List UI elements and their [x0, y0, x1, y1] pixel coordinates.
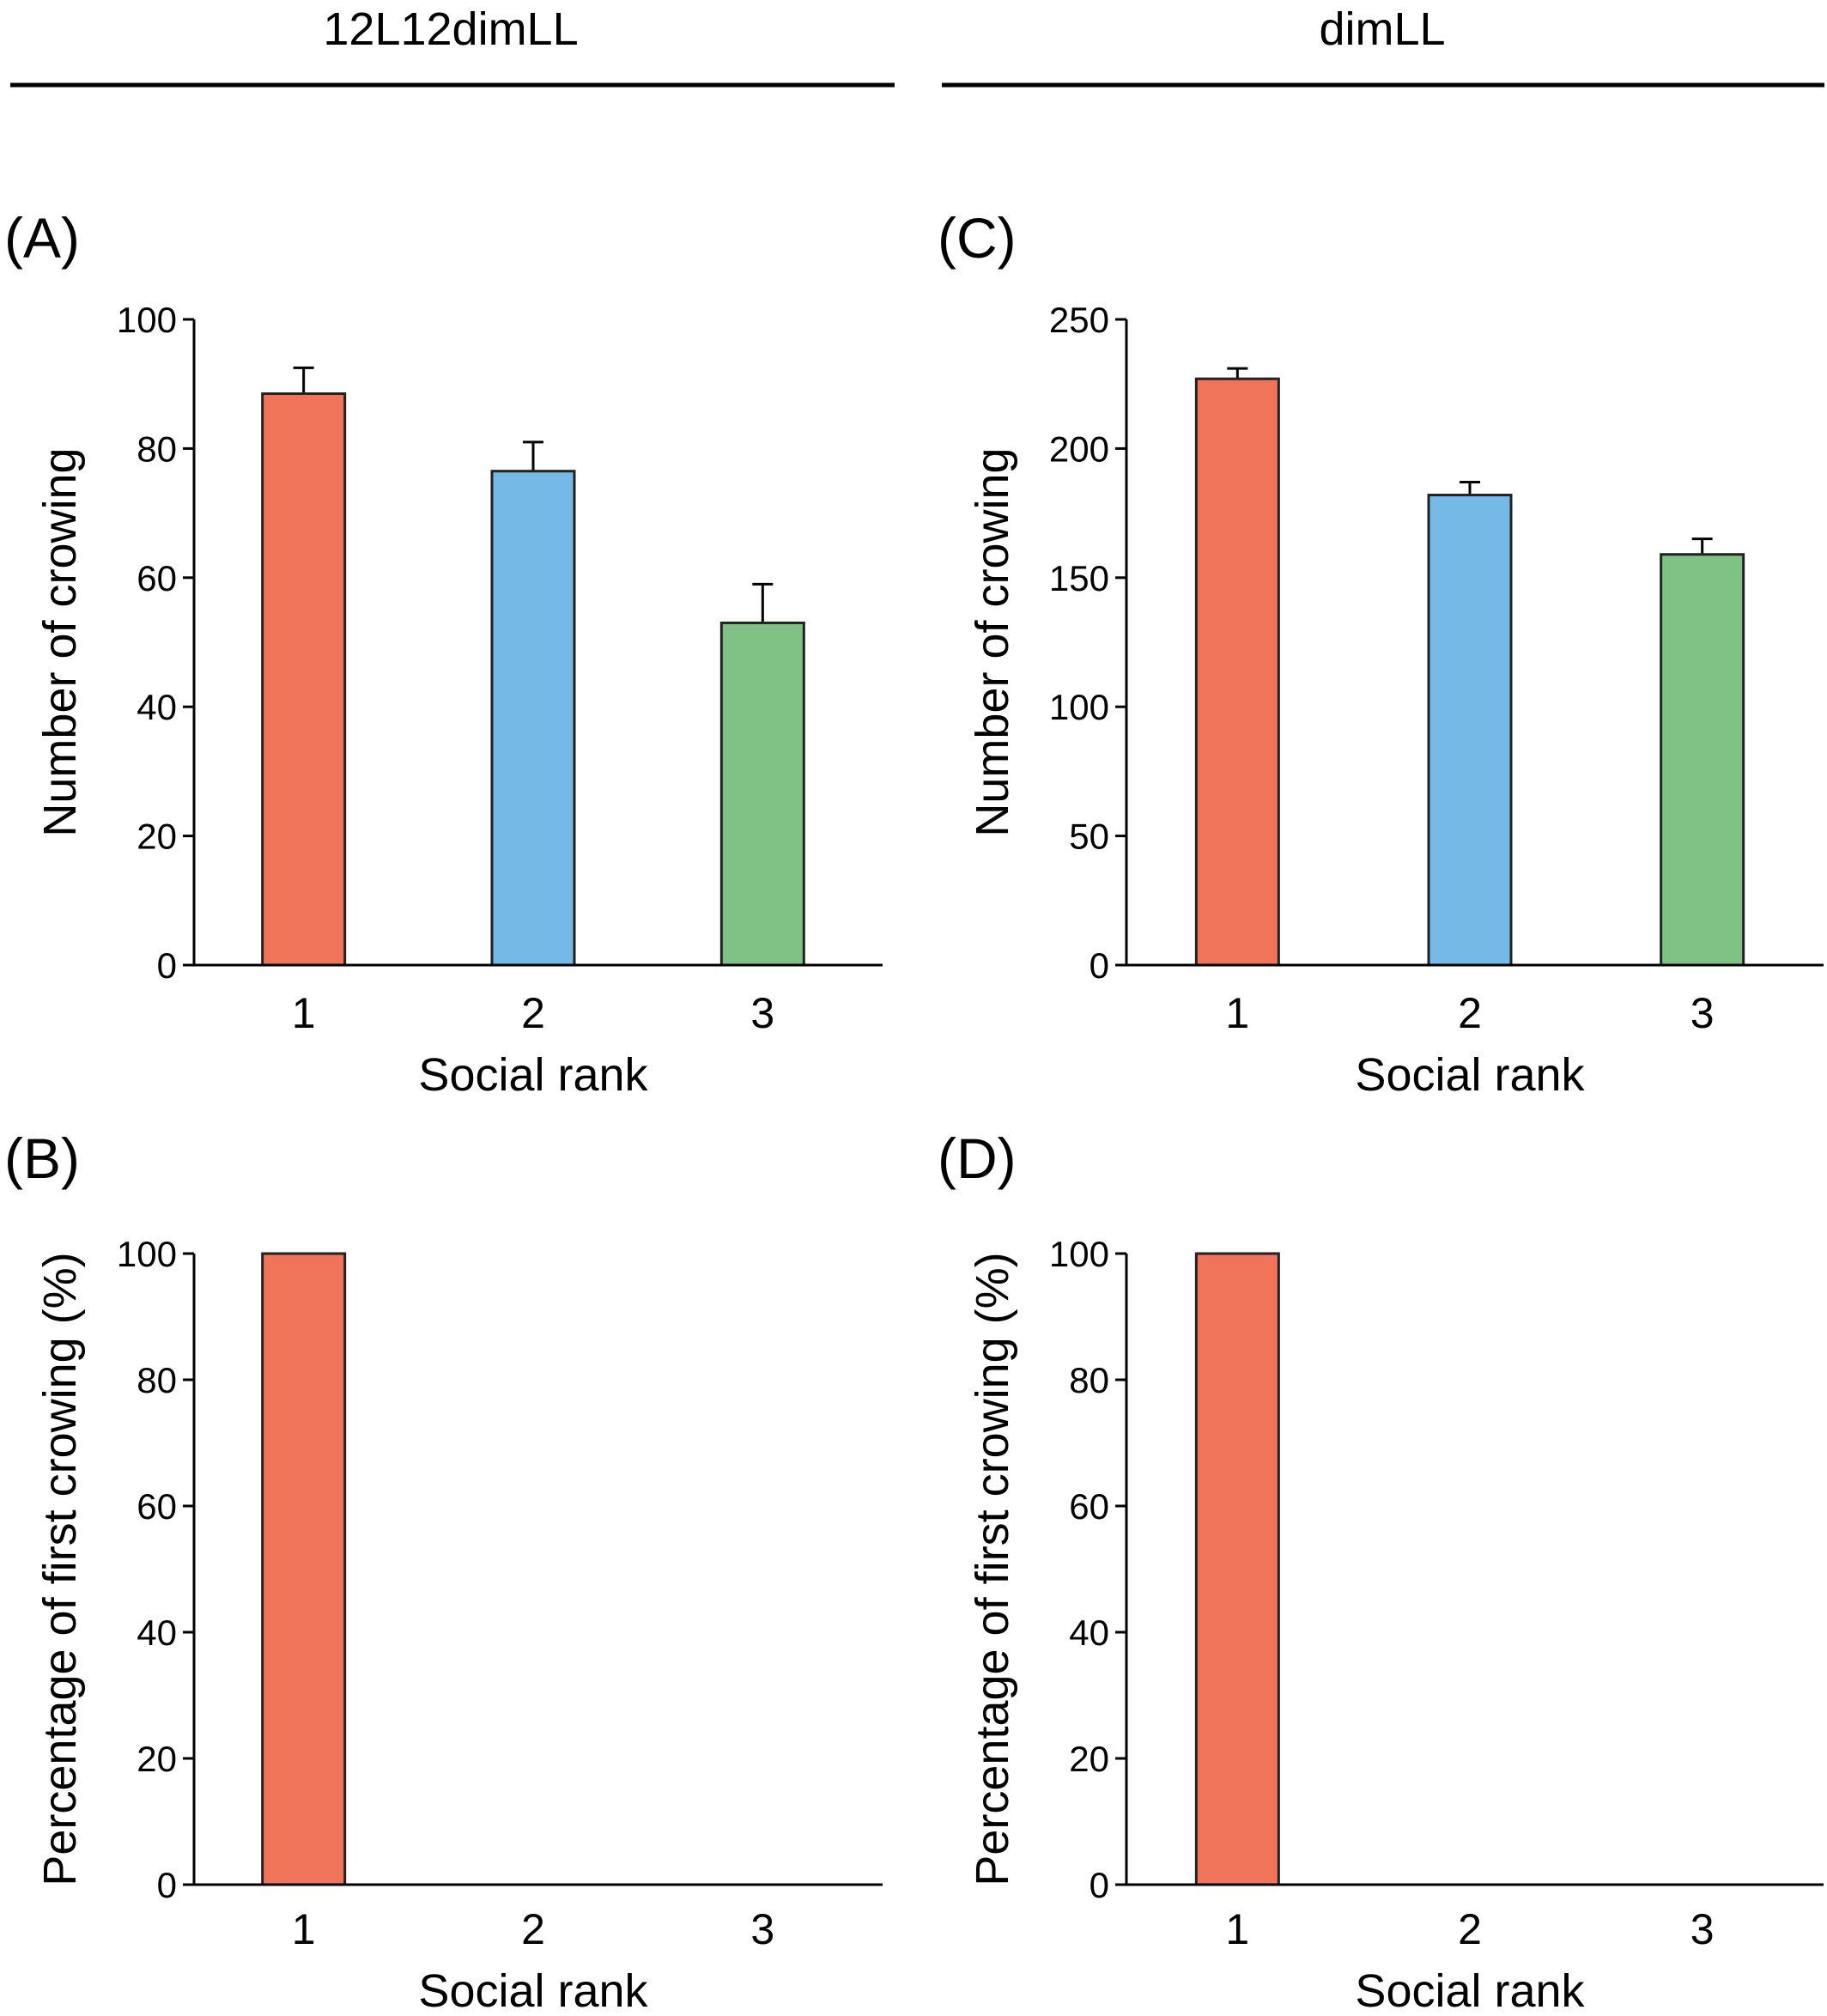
panel-label: (C) — [938, 206, 1017, 270]
y-tick-label: 100 — [1049, 687, 1109, 727]
panel-d: (D) 0 20 40 60 80 100 1 2 3 Social rank Percentage … — [938, 1126, 1824, 2016]
bar-rank-1 — [1194, 1252, 1280, 1886]
y-tick-label: 100 — [117, 300, 177, 340]
y-tick-label: 40 — [137, 687, 177, 727]
bar-rank-3 — [719, 621, 805, 967]
bar-rank-2 — [490, 470, 576, 967]
bar-rank-2 — [1427, 494, 1513, 967]
x-tick-label: 2 — [521, 989, 545, 1037]
y-axis-label: Percentage of first crowing (%) — [34, 1252, 86, 1885]
y-tick-label: 100 — [117, 1234, 177, 1274]
y-tick-label: 60 — [137, 1486, 177, 1527]
x-tick-label: 1 — [292, 989, 316, 1037]
y-tick-label: 60 — [137, 558, 177, 598]
panel-label: (B) — [4, 1126, 80, 1190]
y-axis-label: Percentage of first crowing (%) — [967, 1252, 1018, 1885]
x-tick-label: 3 — [750, 1905, 774, 1953]
x-axis-label: Social rank — [1355, 1965, 1585, 2016]
x-tick-label: 3 — [750, 989, 774, 1037]
bar-rank-3 — [1660, 553, 1745, 967]
panel-label: (A) — [4, 206, 80, 270]
y-tick-label: 50 — [1069, 817, 1109, 857]
y-tick-label: 40 — [137, 1612, 177, 1653]
x-axis-label: Social rank — [418, 1965, 648, 2016]
y-tick-label: 0 — [1090, 945, 1109, 986]
y-tick-label: 80 — [137, 428, 177, 469]
x-axis-label: Social rank — [418, 1049, 648, 1101]
x-tick-label: 1 — [1225, 1905, 1249, 1953]
y-tick-label: 0 — [1090, 1865, 1109, 1905]
y-tick-label: 100 — [1049, 1234, 1109, 1274]
y-tick-label: 60 — [1069, 1486, 1109, 1527]
y-tick-label: 20 — [137, 817, 177, 857]
y-tick-label: 40 — [1069, 1612, 1109, 1653]
y-tick-label: 250 — [1049, 300, 1109, 340]
y-tick-label: 0 — [157, 945, 177, 986]
y-tick-label: 200 — [1049, 428, 1109, 469]
bar-rank-1 — [261, 392, 347, 967]
y-tick-label: 150 — [1049, 558, 1109, 598]
y-tick-label: 80 — [137, 1360, 177, 1400]
panel-label: (D) — [938, 1126, 1017, 1190]
x-tick-label: 2 — [521, 1905, 545, 1953]
y-tick-label: 20 — [137, 1739, 177, 1779]
y-tick-label: 20 — [1069, 1739, 1109, 1779]
bar-rank-1 — [261, 1252, 347, 1886]
panel-c: (C) 0 50 100 150 200 250 1 2 3 Social rank Number o… — [938, 206, 1824, 1101]
x-tick-label: 3 — [1690, 989, 1715, 1037]
panel-b: (B) 0 20 40 60 80 100 1 2 3 Social rank Percentage … — [4, 1126, 883, 2016]
panel-a: (A) 0 20 40 60 80 100 1 2 3 Social rank Number of c… — [4, 206, 883, 1101]
x-tick-label: 2 — [1458, 989, 1482, 1037]
y-tick-label: 0 — [157, 1865, 177, 1905]
bar-rank-1 — [1194, 377, 1280, 967]
x-tick-label: 1 — [1225, 989, 1249, 1037]
header-right: dimLL — [1319, 3, 1445, 55]
y-axis-label: Number of crowing — [34, 447, 86, 836]
header-left: 12L12dimLL — [323, 3, 578, 55]
x-tick-label: 2 — [1458, 1905, 1482, 1953]
x-tick-label: 1 — [292, 1905, 316, 1953]
y-axis-label: Number of crowing — [967, 447, 1018, 836]
x-axis-label: Social rank — [1355, 1049, 1585, 1101]
x-tick-label: 3 — [1690, 1905, 1715, 1953]
y-tick-label: 80 — [1069, 1360, 1109, 1400]
